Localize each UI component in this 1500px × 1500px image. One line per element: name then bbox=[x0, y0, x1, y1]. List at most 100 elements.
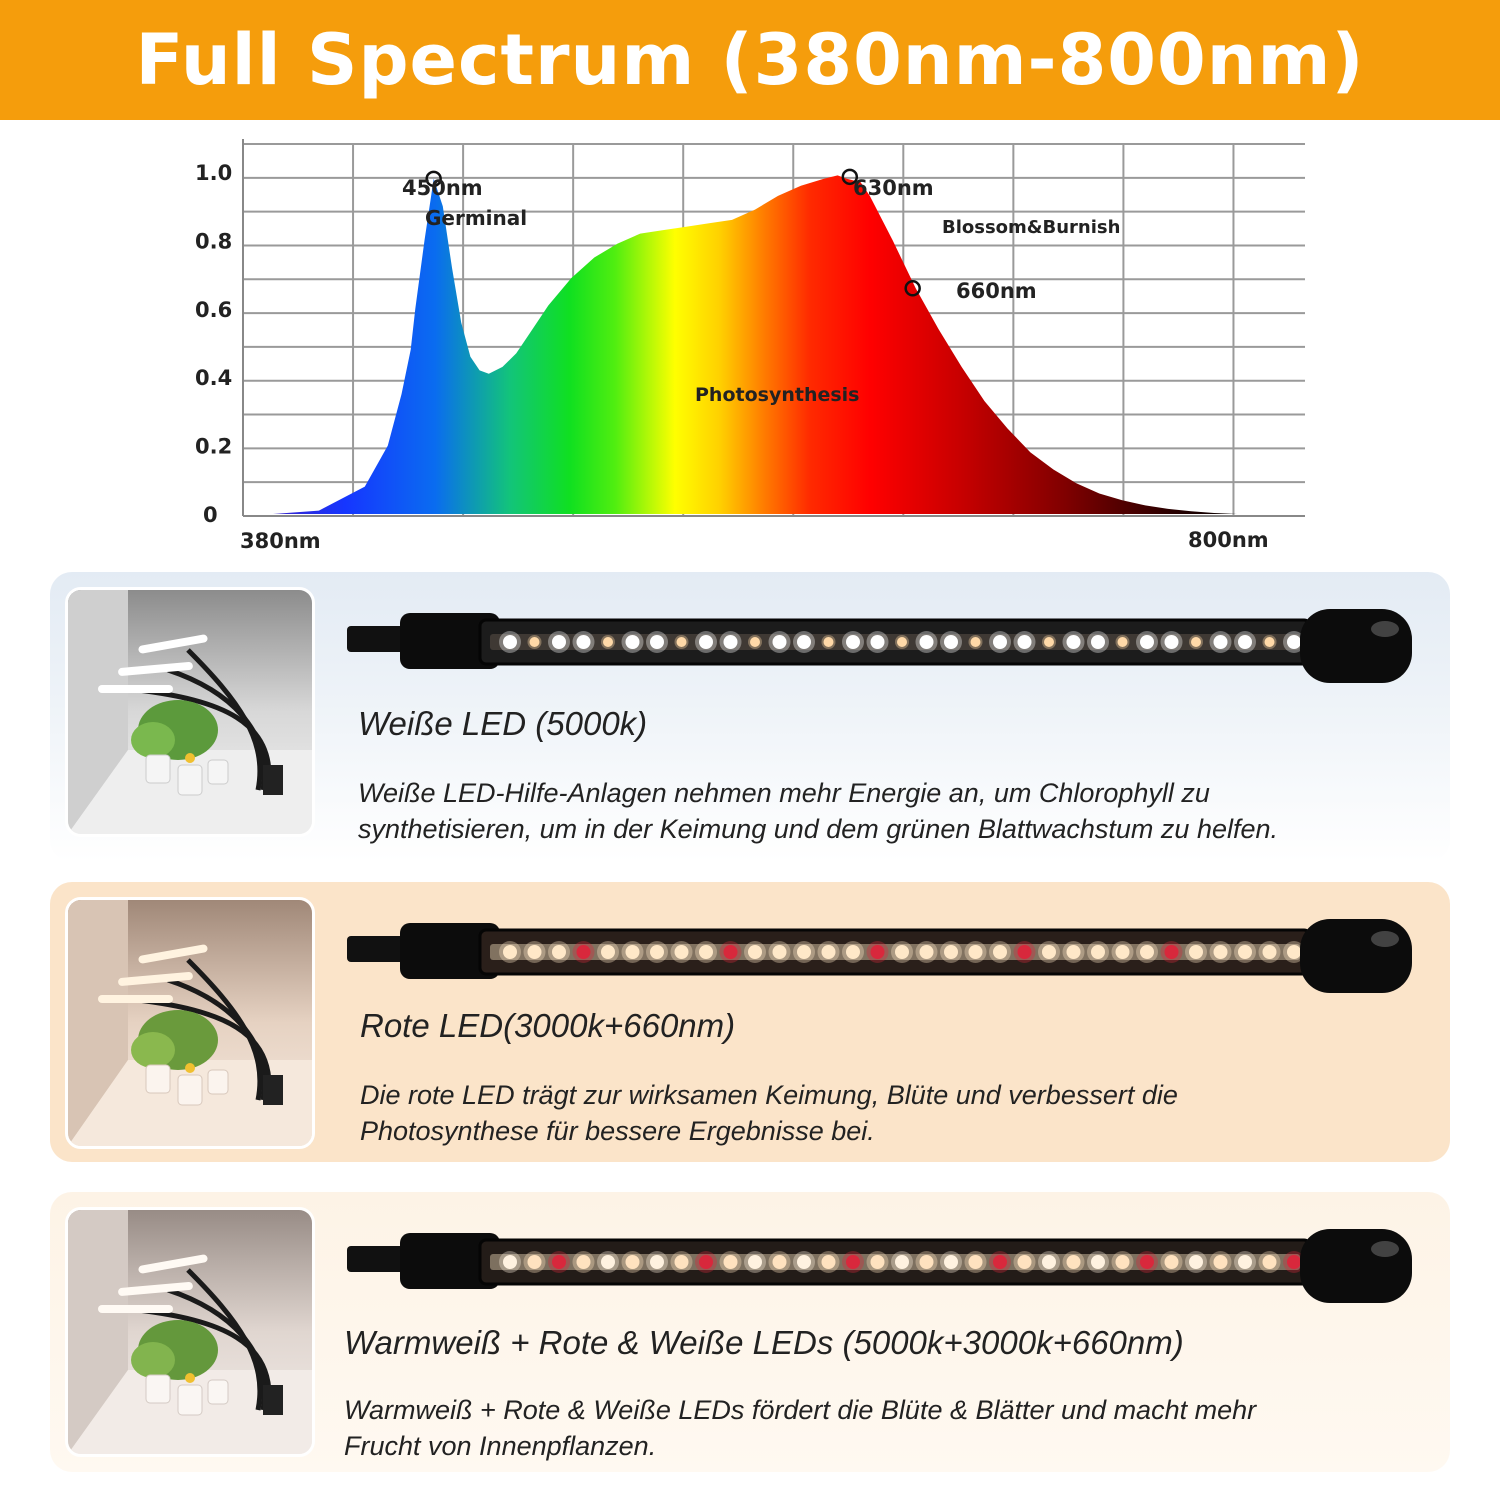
led-chip bbox=[650, 635, 664, 649]
white-led-bar bbox=[347, 609, 1412, 683]
mixed-led-description-line-1: Warmweiß + Rote & Weiße LEDs fördert die… bbox=[344, 1395, 1257, 1425]
led-chip bbox=[1213, 635, 1228, 649]
annotation-blossom: Blossom&Burnish bbox=[942, 217, 1120, 238]
led-chip bbox=[970, 637, 981, 647]
cap-highlight bbox=[1371, 1241, 1399, 1257]
annotation-germinal: Germinal bbox=[425, 206, 527, 230]
mixed-led-description-line-2: Frucht von Innenpflanzen. bbox=[344, 1431, 657, 1461]
led-chip bbox=[527, 945, 542, 959]
spectrum-chart: 0 0.2 0.4 0.6 0.8 1.0 380nm 800nm 450nm Germina… bbox=[195, 139, 1305, 553]
led-chip bbox=[503, 635, 517, 649]
led-chip bbox=[650, 1255, 664, 1269]
white-led-heading: Weiße LED (5000k) bbox=[358, 705, 648, 742]
led-chip bbox=[650, 945, 664, 959]
led-chip bbox=[1042, 1255, 1056, 1269]
led-chip bbox=[993, 635, 1007, 649]
led-chip bbox=[944, 635, 958, 649]
banner-title: Full Spectrum (380nm-800nm) bbox=[135, 19, 1365, 101]
led-chip bbox=[529, 637, 540, 647]
led-chip bbox=[601, 1255, 615, 1269]
led-chip bbox=[1066, 1255, 1081, 1269]
mixed-led-heading: Warmweiß + Rote & Weiße LEDs (5000k+3000… bbox=[344, 1324, 1184, 1361]
led-chip bbox=[1262, 1255, 1277, 1269]
led-chip bbox=[1044, 637, 1054, 647]
led-chip bbox=[772, 945, 787, 959]
led-chip bbox=[797, 1255, 811, 1269]
led-chip bbox=[895, 1255, 909, 1269]
led-chip bbox=[748, 1255, 762, 1269]
led-chip bbox=[1213, 1255, 1228, 1269]
led-chip bbox=[919, 945, 934, 959]
x-tick-label-start: 380nm bbox=[240, 529, 321, 553]
led-chip bbox=[503, 945, 517, 959]
led-chip bbox=[552, 945, 566, 959]
y-tick-label: 0.6 bbox=[195, 298, 232, 322]
led-chip bbox=[576, 1255, 591, 1269]
led-chip bbox=[1066, 635, 1081, 649]
red-led-description-line-1: Die rote LED trägt zur wirksamen Keimung… bbox=[360, 1080, 1178, 1110]
led-chip bbox=[821, 945, 836, 959]
spectrum-area bbox=[273, 175, 1237, 514]
annotation-450nm: 450nm bbox=[402, 176, 483, 200]
led-chip bbox=[1091, 945, 1105, 959]
white-led-description-line-1: Weiße LED-Hilfe-Anlagen nehmen mehr Ener… bbox=[358, 778, 1210, 808]
led-chip bbox=[576, 635, 591, 649]
led-chip bbox=[1164, 945, 1179, 959]
white-led-panel: Weiße LED (5000k) Weiße LED-Hilfe-Anlage… bbox=[50, 572, 1450, 862]
led-chip bbox=[552, 635, 566, 649]
led-chip bbox=[1115, 945, 1130, 959]
y-tick-label: 0.8 bbox=[195, 229, 232, 253]
led-chip bbox=[1140, 945, 1154, 959]
white-led-description: Weiße LED-Hilfe-Anlagen nehmen mehr Ener… bbox=[358, 775, 1278, 847]
red-led-description-line-2: Photosynthese für bessere Ergebnisse bei… bbox=[360, 1116, 875, 1146]
chart-axes bbox=[242, 139, 1305, 517]
mixed-led-panel: Warmweiß + Rote & Weiße LEDs (5000k+3000… bbox=[50, 1192, 1450, 1472]
led-chip bbox=[674, 945, 689, 959]
led-chip bbox=[1140, 1255, 1154, 1269]
bar-left-cap bbox=[400, 1233, 500, 1289]
x-tick-labels: 380nm 800nm bbox=[240, 528, 1269, 553]
bar-right-cap bbox=[1300, 1229, 1412, 1303]
led-chip bbox=[1238, 1255, 1252, 1269]
white-led-photo bbox=[65, 587, 315, 837]
led-chip bbox=[625, 635, 640, 649]
led-chip bbox=[1287, 1255, 1301, 1269]
led-chip bbox=[846, 1255, 860, 1269]
led-chip bbox=[944, 1255, 958, 1269]
bar-left-cap bbox=[400, 923, 500, 979]
led-chip bbox=[723, 635, 738, 649]
led-chip bbox=[1115, 1255, 1130, 1269]
mixed-led-photo bbox=[65, 1207, 315, 1457]
led-chip bbox=[699, 1255, 713, 1269]
annotation-photosynthesis: Photosynthesis bbox=[695, 384, 860, 406]
annotation-660nm: 660nm bbox=[956, 279, 1037, 303]
led-chip bbox=[870, 1255, 885, 1269]
y-tick-label: 0.4 bbox=[195, 366, 232, 390]
led-chip bbox=[1264, 637, 1275, 647]
cable bbox=[347, 1246, 417, 1272]
led-chip bbox=[699, 945, 713, 959]
led-chip bbox=[603, 637, 613, 647]
led-chip bbox=[1238, 945, 1252, 959]
led-chip bbox=[823, 637, 834, 647]
mixed-led-description: Warmweiß + Rote & Weiße LEDs fördert die… bbox=[344, 1392, 1256, 1464]
led-chip bbox=[674, 1255, 689, 1269]
led-chip bbox=[723, 945, 738, 959]
led-chip bbox=[1066, 945, 1081, 959]
led-chip bbox=[625, 1255, 640, 1269]
led-chip bbox=[870, 635, 885, 649]
bar-right-cap bbox=[1300, 919, 1412, 993]
led-chip bbox=[1287, 635, 1301, 649]
led-chip bbox=[895, 945, 909, 959]
bar-left-cap bbox=[400, 613, 500, 669]
led-chip bbox=[821, 1255, 836, 1269]
peak-marker-630nm bbox=[841, 168, 859, 186]
cable bbox=[347, 936, 417, 962]
led-chip bbox=[1213, 945, 1228, 959]
led-chip bbox=[1164, 635, 1179, 649]
led-chip bbox=[919, 635, 934, 649]
led-chip bbox=[676, 637, 687, 647]
led-chip bbox=[897, 637, 907, 647]
bar-right-cap bbox=[1300, 609, 1412, 683]
led-chip bbox=[1017, 945, 1032, 959]
